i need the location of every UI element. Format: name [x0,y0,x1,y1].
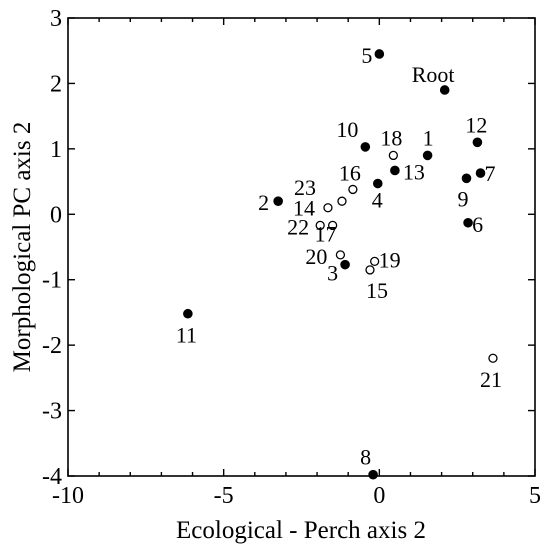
data-point [472,137,483,148]
data-point [439,85,450,95]
x-tick-label: 0 [373,483,385,509]
data-point-label: 11 [176,323,197,348]
data-point [372,178,383,189]
data-point [183,308,193,319]
plot-frame [67,17,536,477]
data-point [365,265,375,275]
data-point [368,469,378,480]
data-point-label: 8 [360,445,371,470]
data-point-label: 13 [403,159,425,184]
data-point-label: 14 [293,196,315,221]
data-point-label: 17 [315,221,337,246]
x-axis-title: Ecological - Perch axis 2 [176,517,426,544]
data-point [475,168,486,178]
data-point [273,196,283,206]
data-point [422,150,433,161]
data-point-label: 10 [336,117,358,142]
y-tick-label: -2 [42,333,62,359]
data-point-label: 22 [287,214,309,239]
data-point [488,353,498,363]
data-point-label: 4 [372,188,383,213]
data-point-label: Root [412,62,455,87]
data-points [183,49,498,480]
y-tick-label: -3 [42,399,62,425]
data-point [337,196,347,206]
x-tick-label: 5 [529,483,541,509]
data-point-label: 20 [305,244,327,269]
data-point [315,220,325,231]
x-tick-label: -5 [214,483,234,509]
data-point [390,165,400,176]
data-point-label: 12 [465,112,487,137]
y-tick-label: -1 [42,268,62,294]
data-point-label: 2 [258,190,269,215]
data-point-label: 15 [366,278,388,303]
y-axis-title: Morphological PC axis 2 [9,122,36,373]
data-point-label: 18 [380,125,402,150]
y-tick-label: -4 [42,464,62,490]
data-point-label: 23 [294,175,316,200]
data-point [323,203,333,213]
data-point [388,150,398,161]
data-point [461,173,472,184]
data-point-label: 19 [379,247,401,272]
data-point [370,256,380,267]
y-tick-label: 0 [50,202,62,228]
data-point-label: 21 [480,367,502,392]
data-point [463,217,473,228]
y-tick-label: 1 [50,137,62,163]
data-point [374,49,385,59]
data-point [335,250,346,260]
data-point-label: 9 [458,186,469,211]
data-point-label: 1 [423,125,434,150]
data-point-label: 7 [485,161,496,186]
y-tick-label: 2 [50,71,62,97]
data-point [360,142,371,152]
data-point [348,184,358,195]
data-point-label: 16 [339,160,361,185]
data-point [340,259,350,270]
x-tick-label: -10 [52,483,84,509]
y-tick-label: 3 [50,6,62,32]
data-point-label: 6 [472,212,483,237]
data-point-label: 3 [327,261,338,286]
data-point-label: 5 [361,43,372,68]
axis-ticks [67,17,536,477]
data-point-labels: Root123456789101112131415161718192021222… [176,43,502,470]
data-point [327,220,338,231]
